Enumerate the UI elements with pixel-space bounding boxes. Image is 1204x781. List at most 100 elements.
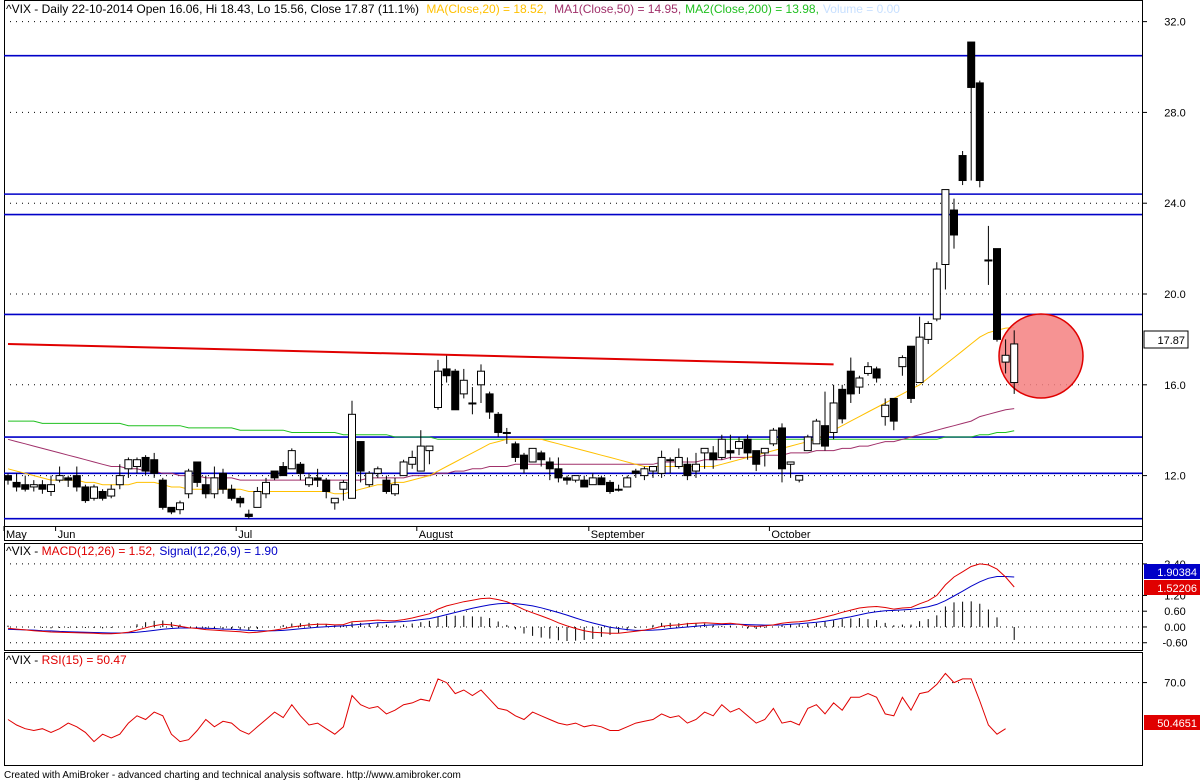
ma20-line (7, 327, 1015, 495)
candlestick-series (4, 41, 1001, 519)
candle-body (4, 475, 12, 481)
candle-body (528, 447, 537, 463)
month-label: October (771, 529, 810, 541)
candle-body (47, 484, 55, 492)
candle-body (115, 475, 124, 486)
candle-body (399, 461, 408, 477)
candle-body (984, 259, 993, 262)
macd-panel-frame (4, 543, 1143, 651)
candle-body (468, 402, 477, 405)
price-y-axis: 12.0 16.0 20.0 24.0 28.0 32.0 (1142, 17, 1186, 483)
candle-body (846, 370, 855, 395)
candle-body (124, 459, 133, 470)
candle-body (898, 357, 907, 368)
candle-body (803, 436, 812, 452)
candle-body (348, 413, 356, 499)
candle-body (373, 468, 382, 474)
price-tick-label: 16.0 (1164, 380, 1185, 392)
ma50-line (7, 408, 1015, 481)
candle-body (735, 441, 743, 449)
candle-body (692, 463, 700, 472)
ma20-label: MA(Close,20) = 18.52, (426, 2, 546, 16)
candle-body (201, 484, 210, 495)
candle-body (279, 466, 288, 477)
rsi-line (7, 672, 1006, 743)
candle-body (563, 477, 571, 481)
candle-body (494, 413, 503, 433)
price-tick-label: 12.0 (1164, 471, 1185, 483)
candle-body (778, 427, 786, 470)
trend-line-segment (7, 342, 834, 366)
candle-body (829, 402, 838, 433)
month-axis: May Jun Jul August September October (3, 526, 811, 541)
macd-label: MACD(12,26) = 1.52, (42, 544, 156, 558)
candle-body (941, 189, 950, 266)
month-label: Jul (238, 529, 252, 541)
candle-body (12, 481, 21, 488)
month-label: August (419, 529, 453, 541)
rsi-panel-frame (4, 652, 1143, 766)
last-price-badge: 17.87 (1143, 330, 1189, 349)
candle-body (365, 472, 374, 486)
price-tick-label: 20.0 (1164, 289, 1185, 301)
price-gridlines (4, 21, 1142, 477)
month-label: September (591, 529, 645, 541)
candle-body (287, 450, 296, 470)
candle-body (709, 452, 718, 461)
macd-tick-label: -0.60 (1162, 638, 1187, 650)
candle-body (597, 477, 606, 486)
candle-body (924, 323, 933, 340)
price-tick-label: 32.0 (1164, 17, 1185, 29)
candle-body (236, 497, 245, 504)
price-header: ^VIX - Daily 22-10-2014 Open 16.06, Hi 1… (6, 2, 900, 16)
macd-badge-text: 1.90384 (1157, 567, 1197, 579)
candle-body (580, 479, 589, 488)
candle-body (244, 513, 253, 517)
candle-body (502, 431, 511, 434)
rsi-series (7, 672, 1006, 743)
rsi-label: RSI(15) = 50.47 (42, 653, 127, 667)
candle-body (631, 470, 640, 474)
candle-body (322, 479, 331, 492)
rsi-badge: 50.4651 (1144, 715, 1200, 730)
macd-line (7, 563, 1015, 635)
candle-body (425, 445, 434, 452)
rsi-prefix: ^VIX - (6, 653, 42, 667)
candle-body (864, 366, 872, 374)
candle-body (743, 438, 752, 454)
signal-label: Signal(12,26,9) = 1.90 (159, 544, 278, 558)
candle-body (872, 368, 881, 379)
candle-body (700, 447, 709, 454)
moving-averages (7, 327, 1015, 495)
candle-body (219, 472, 227, 490)
candle-body (158, 479, 167, 508)
signal-badge-text: 1.52206 (1157, 583, 1197, 595)
macd-gridlines (4, 563, 1142, 644)
candle-body (606, 481, 614, 492)
candle-body (649, 466, 657, 472)
candle-body (683, 463, 692, 477)
candle-body (90, 486, 98, 499)
last-price-text: 17.87 (1157, 335, 1185, 347)
candle-body (442, 368, 451, 377)
candle-body (666, 459, 675, 462)
candle-body (64, 477, 73, 481)
candle-body (150, 459, 159, 474)
candle-body (184, 470, 193, 495)
candle-body (459, 379, 468, 395)
candle-body (193, 461, 202, 483)
price-tick-label: 28.0 (1164, 107, 1185, 119)
candle-body (674, 456, 683, 468)
candle-body (305, 477, 313, 486)
candle-body (967, 41, 976, 88)
candle-body (838, 388, 847, 420)
candle-body (588, 477, 597, 486)
candle-body (81, 486, 90, 502)
candle-body (1001, 354, 1010, 363)
candle-body (915, 336, 924, 384)
candle-body (296, 463, 305, 474)
candle-body (227, 488, 236, 499)
candle-body (210, 477, 219, 495)
candle-body (769, 429, 778, 445)
